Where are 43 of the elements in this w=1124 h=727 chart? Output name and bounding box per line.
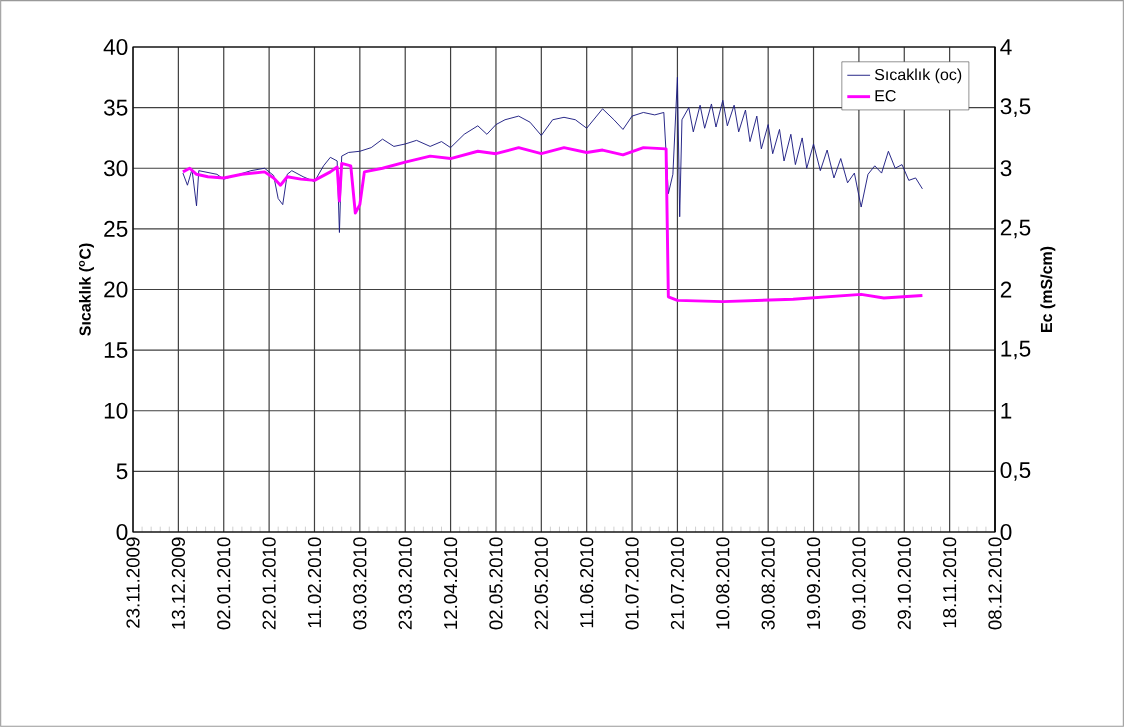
y-tick-label: 0	[116, 523, 128, 541]
y-tick-label: 10	[104, 402, 128, 419]
x-tick-label: 08.12.2010	[988, 537, 1002, 630]
x-tick-label: 23.03.2010	[398, 537, 412, 630]
x-tick-label: 21.07.2010	[670, 537, 685, 630]
x-tick-label: 12.04.2010	[443, 537, 458, 629]
y2-tick-label: 3,5	[1000, 98, 1031, 117]
x-tick-label: 09.10.2010	[852, 537, 866, 630]
x-tick-label: 11.02.2010	[307, 537, 322, 628]
y2-tick-label: 0	[1000, 523, 1012, 541]
line-series	[181, 146, 924, 304]
x-tick-label: 22.01.2010	[262, 537, 276, 630]
x-tick-label: 11.06.2010	[580, 537, 594, 628]
x-tick-label: 01.07.2010	[625, 537, 639, 630]
y-tick-label: 35	[103, 99, 128, 116]
x-tick-label: 23.11.2009	[126, 537, 140, 628]
x-tick-label: 22.05.2010	[534, 537, 548, 630]
y-axis-title: Sıcaklık ($^{o}$C)	[79, 243, 94, 336]
y2-axis-title: Ec (mS/cm)	[1040, 246, 1056, 332]
x-tick-label: 30.08.2010	[761, 537, 775, 630]
legend-label: EC	[875, 90, 896, 102]
x-tick-label: 02.05.2010	[489, 537, 503, 630]
x-tick-label: 02.01.2010	[217, 537, 231, 630]
y2-tick-label: 2	[1000, 281, 1012, 298]
x-tick-label: 29.10.2010	[897, 537, 911, 630]
y2-tick-label: 1,5	[1001, 340, 1031, 360]
x-tick-label: 13.12.2009	[171, 537, 185, 629]
y2-tick-label: 3	[1000, 160, 1012, 177]
y2-tick-label: 0,5	[1000, 462, 1031, 481]
x-tick-label: 19.09.2010	[806, 537, 821, 629]
y-tick-label: 40	[103, 38, 128, 56]
y-tick-label: 20	[104, 281, 128, 298]
y2-tick-label: 2,5	[1000, 219, 1031, 239]
y-tick-label: 5	[116, 463, 128, 480]
legend-label: Sıcaklık (oc)	[874, 68, 962, 84]
y-tick-label: 25	[104, 220, 128, 237]
x-tick-label: 03.03.2010	[353, 537, 367, 630]
y-tick-label: 15	[104, 342, 128, 359]
y2-tick-label: 1	[1001, 402, 1012, 419]
x-tick-label: 10.08.2010	[716, 537, 730, 629]
y-tick-label: 30	[103, 160, 128, 177]
y2-tick-label: 4	[1000, 39, 1012, 55]
x-tick-label: 18.11.2010	[943, 537, 957, 628]
